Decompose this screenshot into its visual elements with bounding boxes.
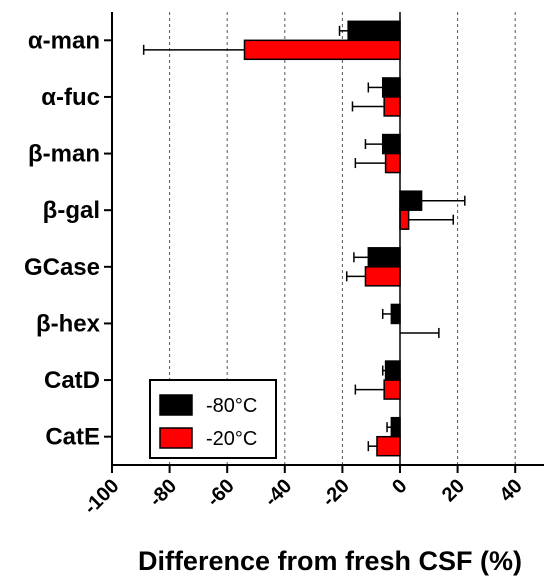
bar	[400, 210, 409, 229]
legend-swatch-80	[160, 395, 192, 415]
category-label: α-fuc	[41, 84, 100, 111]
x-tick-label: 20	[438, 475, 469, 506]
legend: -80°C -20°C	[150, 380, 276, 458]
category-label: β-gal	[43, 197, 100, 224]
bar	[386, 361, 400, 380]
x-tick-label: -80	[145, 475, 181, 511]
legend-label-80: -80°C	[206, 395, 257, 417]
bar	[391, 418, 400, 437]
legend-swatch-20	[160, 428, 192, 448]
bar	[383, 135, 400, 154]
legend-label-20: -20°C	[206, 428, 257, 450]
x-tick-label: 0	[388, 475, 411, 498]
category-label: CatE	[45, 424, 100, 451]
category-label: GCase	[24, 254, 100, 281]
x-tick-label: -60	[203, 475, 239, 511]
bar	[377, 437, 400, 456]
bar	[368, 248, 400, 267]
x-tick-label: 40	[495, 475, 526, 506]
category-label: β-man	[28, 141, 100, 168]
category-labels: α-man α-fuc β-man β-gal GCase β-hex CatD CatE	[24, 27, 101, 450]
x-tick-label: -40	[260, 475, 296, 511]
bar	[384, 97, 400, 116]
bar	[244, 40, 400, 59]
bar	[383, 78, 400, 97]
bar	[386, 154, 400, 173]
x-tick-label: -100	[80, 475, 124, 519]
bar	[400, 191, 422, 210]
category-label: β-hex	[36, 310, 101, 337]
x-tick-labels: -100 -80 -60 -40 -20 0 20 40	[80, 475, 527, 519]
bar	[365, 267, 400, 286]
category-label: CatD	[44, 367, 100, 394]
bar	[384, 380, 400, 399]
category-label: α-man	[28, 27, 100, 54]
x-tick-label: -20	[318, 475, 354, 511]
x-axis-title: Difference from fresh CSF (%)	[138, 546, 522, 576]
bar	[348, 21, 400, 40]
bar	[391, 304, 400, 323]
